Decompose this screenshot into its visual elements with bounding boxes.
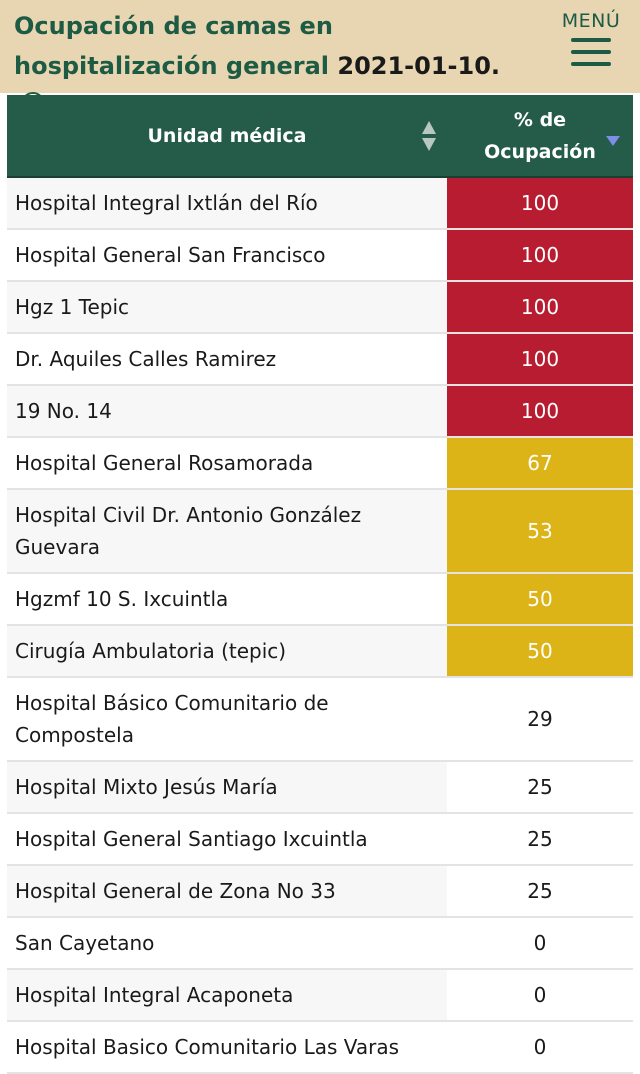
unit-name-cell: Hospital Mixto Jesús María <box>7 761 447 814</box>
occupancy-cell: 25 <box>447 865 633 918</box>
occupancy-cell: 50 <box>447 625 633 678</box>
unit-name-cell: Hospital General Rosamorada <box>7 437 447 490</box>
occupancy-cell: 0 <box>447 969 633 1022</box>
unit-name-cell: Hospital Integral Acaponeta <box>7 969 447 1022</box>
occupancy-cell: 100 <box>447 229 633 282</box>
title-date: 2021-01-10. <box>337 52 501 80</box>
page-title: Ocupación de camas en hospitalización ge… <box>14 6 534 126</box>
unit-name-cell: Hgzmf 10 S. Ixcuintla <box>7 573 447 626</box>
column-header-occupancy-line1: % de <box>513 108 567 131</box>
occupancy-cell: 29 <box>447 677 633 762</box>
unit-name-cell: Hospital General San Francisco <box>7 229 447 282</box>
column-header-unit[interactable]: Unidad médica <box>7 95 447 178</box>
occupancy-cell: 25 <box>447 761 633 814</box>
sort-both-icon <box>422 121 436 151</box>
table-row: 19 No. 14 100 <box>7 385 633 438</box>
unit-name-cell: Hospital General Santiago Ixcuintla <box>7 813 447 866</box>
occupancy-table-container: Unidad médica % de Ocupación Hospital In… <box>7 95 633 1074</box>
table-row: Hospital Integral Ixtlán del Río 100 <box>7 177 633 230</box>
table-row: Hgz 1 Tepic 100 <box>7 281 633 334</box>
table-row: Hospital Mixto Jesús María 25 <box>7 761 633 814</box>
occupancy-cell: 100 <box>447 177 633 230</box>
menu-label: MENÚ <box>561 10 621 32</box>
occupancy-table: Unidad médica % de Ocupación Hospital In… <box>7 95 633 1074</box>
occupancy-cell: 50 <box>447 573 633 626</box>
unit-name-cell: Cirugía Ambulatoria (tepic) <box>7 625 447 678</box>
table-row: Hospital General San Francisco 100 <box>7 229 633 282</box>
table-row: Hospital Integral Acaponeta 0 <box>7 969 633 1022</box>
column-header-occupancy-line2: Ocupación <box>484 140 596 163</box>
table-row: Hospital Basico Comunitario Las Varas 0 <box>7 1021 633 1074</box>
unit-name-cell: Hospital Basico Comunitario Las Varas <box>7 1021 447 1074</box>
occupancy-cell: 0 <box>447 1021 633 1074</box>
column-header-occupancy[interactable]: % de Ocupación <box>447 95 633 178</box>
occupancy-cell: 25 <box>447 813 633 866</box>
sort-descending-icon <box>606 136 620 146</box>
occupancy-cell: 100 <box>447 385 633 438</box>
column-header-unit-label: Unidad médica <box>147 124 307 147</box>
table-row: Hospital General de Zona No 33 25 <box>7 865 633 918</box>
unit-name-cell: Hgz 1 Tepic <box>7 281 447 334</box>
table-row: San Cayetano 0 <box>7 917 633 970</box>
unit-name-cell: Hospital Integral Ixtlán del Río <box>7 177 447 230</box>
hamburger-menu-icon <box>571 38 611 68</box>
unit-name-cell: San Cayetano <box>7 917 447 970</box>
table-row: Dr. Aquiles Calles Ramirez 100 <box>7 333 633 386</box>
menu-button[interactable]: MENÚ <box>558 10 624 68</box>
page-header: Ocupación de camas en hospitalización ge… <box>0 0 640 116</box>
table-body: Hospital Integral Ixtlán del Río 100 Hospi… <box>7 177 633 1074</box>
occupancy-cell: 53 <box>447 489 633 574</box>
table-row: Hospital General Santiago Ixcuintla 25 <box>7 813 633 866</box>
unit-name-cell: Hospital General de Zona No 33 <box>7 865 447 918</box>
table-row: Hospital General Rosamorada 67 <box>7 437 633 490</box>
occupancy-cell: 67 <box>447 437 633 490</box>
occupancy-cell: 0 <box>447 917 633 970</box>
unit-name-cell: Dr. Aquiles Calles Ramirez <box>7 333 447 386</box>
unit-name-cell: 19 No. 14 <box>7 385 447 438</box>
table-row: Hospital Básico Comunitario de Compostel… <box>7 677 633 762</box>
unit-name-cell: Hospital Civil Dr. Antonio González Guev… <box>7 489 447 574</box>
unit-name-cell: Hospital Básico Comunitario de Compostel… <box>7 677 447 762</box>
table-row: Hgzmf 10 S. Ixcuintla 50 <box>7 573 633 626</box>
occupancy-cell: 100 <box>447 333 633 386</box>
table-row: Cirugía Ambulatoria (tepic) 50 <box>7 625 633 678</box>
table-header-row: Unidad médica % de Ocupación <box>7 95 633 178</box>
table-row: Hospital Civil Dr. Antonio González Guev… <box>7 489 633 574</box>
occupancy-cell: 100 <box>447 281 633 334</box>
title-text: Ocupación de camas en hospitalización ge… <box>14 12 333 80</box>
